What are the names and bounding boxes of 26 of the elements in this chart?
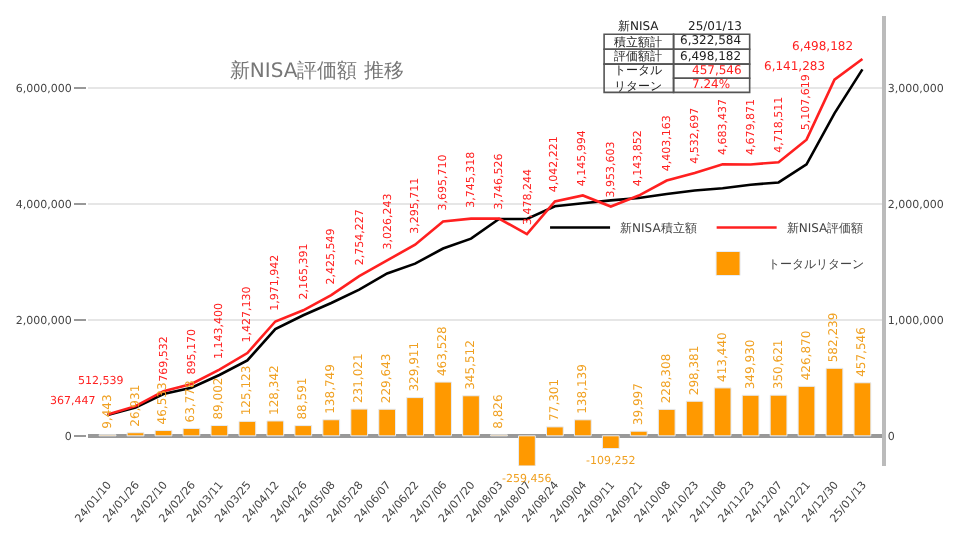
- bar: [685, 400, 704, 437]
- bar: [462, 395, 480, 437]
- bar: [797, 385, 816, 437]
- bar: [629, 430, 648, 437]
- bar: [182, 427, 201, 437]
- bar: [713, 387, 732, 437]
- bar: [769, 394, 788, 437]
- bar: [238, 420, 257, 437]
- bar: [601, 435, 620, 450]
- bar: [210, 425, 229, 437]
- bar: [657, 408, 676, 437]
- bar: [294, 425, 313, 437]
- text: 新NISA評価額 推移: [229, 59, 404, 84]
- bar: [546, 426, 564, 437]
- bar: [741, 394, 760, 437]
- bar: [350, 408, 369, 437]
- bar: [378, 408, 397, 437]
- bar: [434, 381, 452, 437]
- bar: [406, 397, 424, 437]
- bar: [266, 420, 285, 437]
- bar: [154, 429, 173, 437]
- bar: [322, 419, 341, 437]
- bar: [825, 367, 844, 437]
- bar: [573, 419, 592, 437]
- bar: [518, 435, 536, 466]
- bar: [853, 382, 872, 437]
